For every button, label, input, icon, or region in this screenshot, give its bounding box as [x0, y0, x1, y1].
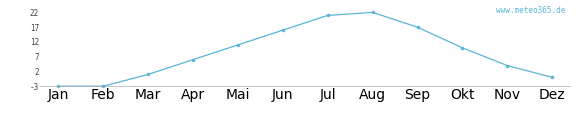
Text: www.meteo365.de: www.meteo365.de — [495, 6, 565, 15]
